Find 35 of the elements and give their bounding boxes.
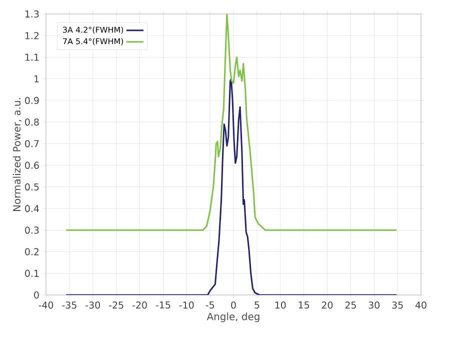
line-series xyxy=(65,14,398,231)
y-tick-label: 0.5 xyxy=(25,183,39,191)
x-tick-label: 0 xyxy=(231,302,236,309)
y-tick-label: 0.2 xyxy=(25,248,39,256)
x-tick-label: -5 xyxy=(206,302,214,309)
x-tick-label: -15 xyxy=(156,302,170,309)
y-tick-label: 1.2 xyxy=(25,32,39,40)
y-tick-label: 0.4 xyxy=(25,204,39,212)
y-tick-label: 1.3 xyxy=(25,10,39,18)
y-tick-label: 0.3 xyxy=(25,226,39,234)
x-tick-label: -30 xyxy=(86,302,100,309)
x-tick-label: 30 xyxy=(368,302,380,309)
x-tick-label: -20 xyxy=(132,302,147,309)
line-series xyxy=(65,78,398,295)
x-axis-title: Angle, deg xyxy=(206,312,260,322)
x-tick-label: 20 xyxy=(322,302,333,309)
x-tick-label: 5 xyxy=(254,302,260,309)
x-tick-label: 35 xyxy=(392,302,403,309)
y-tick-label: 0.6 xyxy=(25,162,39,169)
y-tick-label: 0.7 xyxy=(25,140,39,148)
y-axis-title: Normalized Power, a.u. xyxy=(12,98,22,211)
x-tick-label: 40 xyxy=(415,302,426,309)
y-tick-label: 1 xyxy=(34,75,39,82)
x-tick-label: 25 xyxy=(345,302,356,309)
y-tick-label: 0.9 xyxy=(25,96,39,104)
x-tick-label: -40 xyxy=(38,302,54,309)
x-tick-label: 10 xyxy=(275,302,286,309)
x-tick-label: 15 xyxy=(298,302,310,309)
x-tick-label: -35 xyxy=(62,302,76,309)
y-tick-label: 0 xyxy=(34,291,39,299)
y-tick-label: 0.8 xyxy=(25,118,39,126)
x-tick-label: -10 xyxy=(179,302,194,309)
x-tick-label: -25 xyxy=(109,302,124,309)
y-tick-label: 1.1 xyxy=(25,54,39,61)
y-tick-label: 0.1 xyxy=(25,270,39,277)
